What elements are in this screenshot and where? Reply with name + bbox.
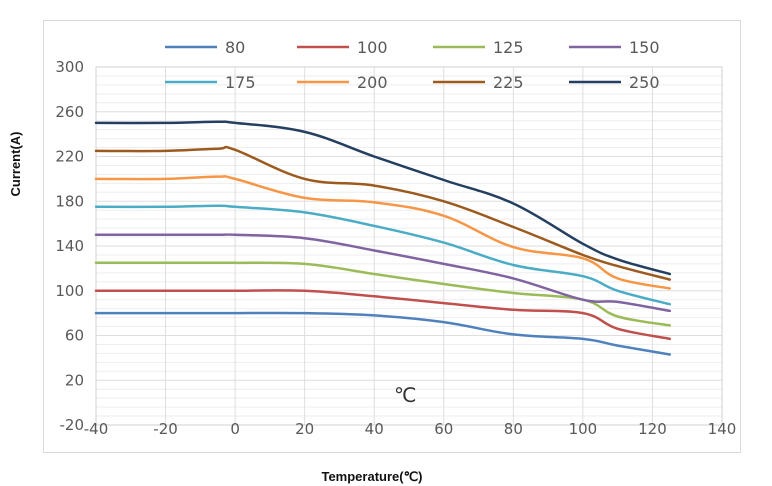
y-tick-label: 180 xyxy=(55,192,84,210)
legend-item-125: 125 xyxy=(433,38,524,57)
legend-item-150: 150 xyxy=(569,38,660,57)
legend-label: 175 xyxy=(225,73,256,92)
legend-label: 225 xyxy=(493,73,524,92)
legend-item-80: 80 xyxy=(165,38,245,57)
legend-item-225: 225 xyxy=(433,73,524,92)
x-tick-label: 20 xyxy=(295,420,314,438)
legend-item-250: 250 xyxy=(569,73,660,92)
x-tick-label: 40 xyxy=(365,420,384,438)
x-axis-title: Temperature(℃) xyxy=(321,469,422,484)
series-line-250 xyxy=(94,120,672,276)
y-tick-label: 300 xyxy=(55,58,84,76)
x-tick-label: -20 xyxy=(153,420,178,438)
series-layer xyxy=(94,120,672,356)
legend-label: 80 xyxy=(225,38,245,57)
series-line-100 xyxy=(94,289,672,341)
series-line-225 xyxy=(94,145,672,281)
y-tick-label: 140 xyxy=(55,237,84,255)
legend-label: 150 xyxy=(629,38,660,57)
x-tick-label: 60 xyxy=(434,420,453,438)
y-tick-label: 220 xyxy=(55,148,84,166)
legend-item-100: 100 xyxy=(297,38,388,57)
series-line-80 xyxy=(94,311,672,356)
y-tick-label: 60 xyxy=(65,327,84,345)
y-axis-ticks: -20 20 60 100 140 180 220 260 300 xyxy=(55,58,84,434)
y-tick-label: 20 xyxy=(65,371,84,389)
legend-label: 100 xyxy=(357,38,388,57)
x-tick-label: 140 xyxy=(708,420,737,438)
legend-label: 200 xyxy=(357,73,388,92)
x-tick-label: 0 xyxy=(230,420,240,438)
series-line-175 xyxy=(94,204,672,306)
plot-area-border xyxy=(95,66,723,426)
legend-label: 125 xyxy=(493,38,524,57)
y-tick-label: -20 xyxy=(60,416,85,434)
y-tick-label: 100 xyxy=(55,282,84,300)
legend: 80 100 125 150 175 200 225 250 xyxy=(165,38,660,92)
legend-label: 250 xyxy=(629,73,660,92)
x-tick-label: -40 xyxy=(84,420,109,438)
y-axis-title: Current(A) xyxy=(8,132,23,197)
x-tick-label: 120 xyxy=(638,420,667,438)
x-axis-ticks: -40 -20 0 20 40 60 80 100 120 140 xyxy=(84,420,737,438)
series-line-200 xyxy=(94,175,672,290)
y-tick-label: 260 xyxy=(55,103,84,121)
legend-item-200: 200 xyxy=(297,73,388,92)
degree-annotation: ℃ xyxy=(394,383,416,407)
legend-item-175: 175 xyxy=(165,73,256,92)
series-line-150 xyxy=(94,233,672,313)
x-tick-label: 80 xyxy=(504,420,523,438)
x-tick-label: 100 xyxy=(569,420,598,438)
